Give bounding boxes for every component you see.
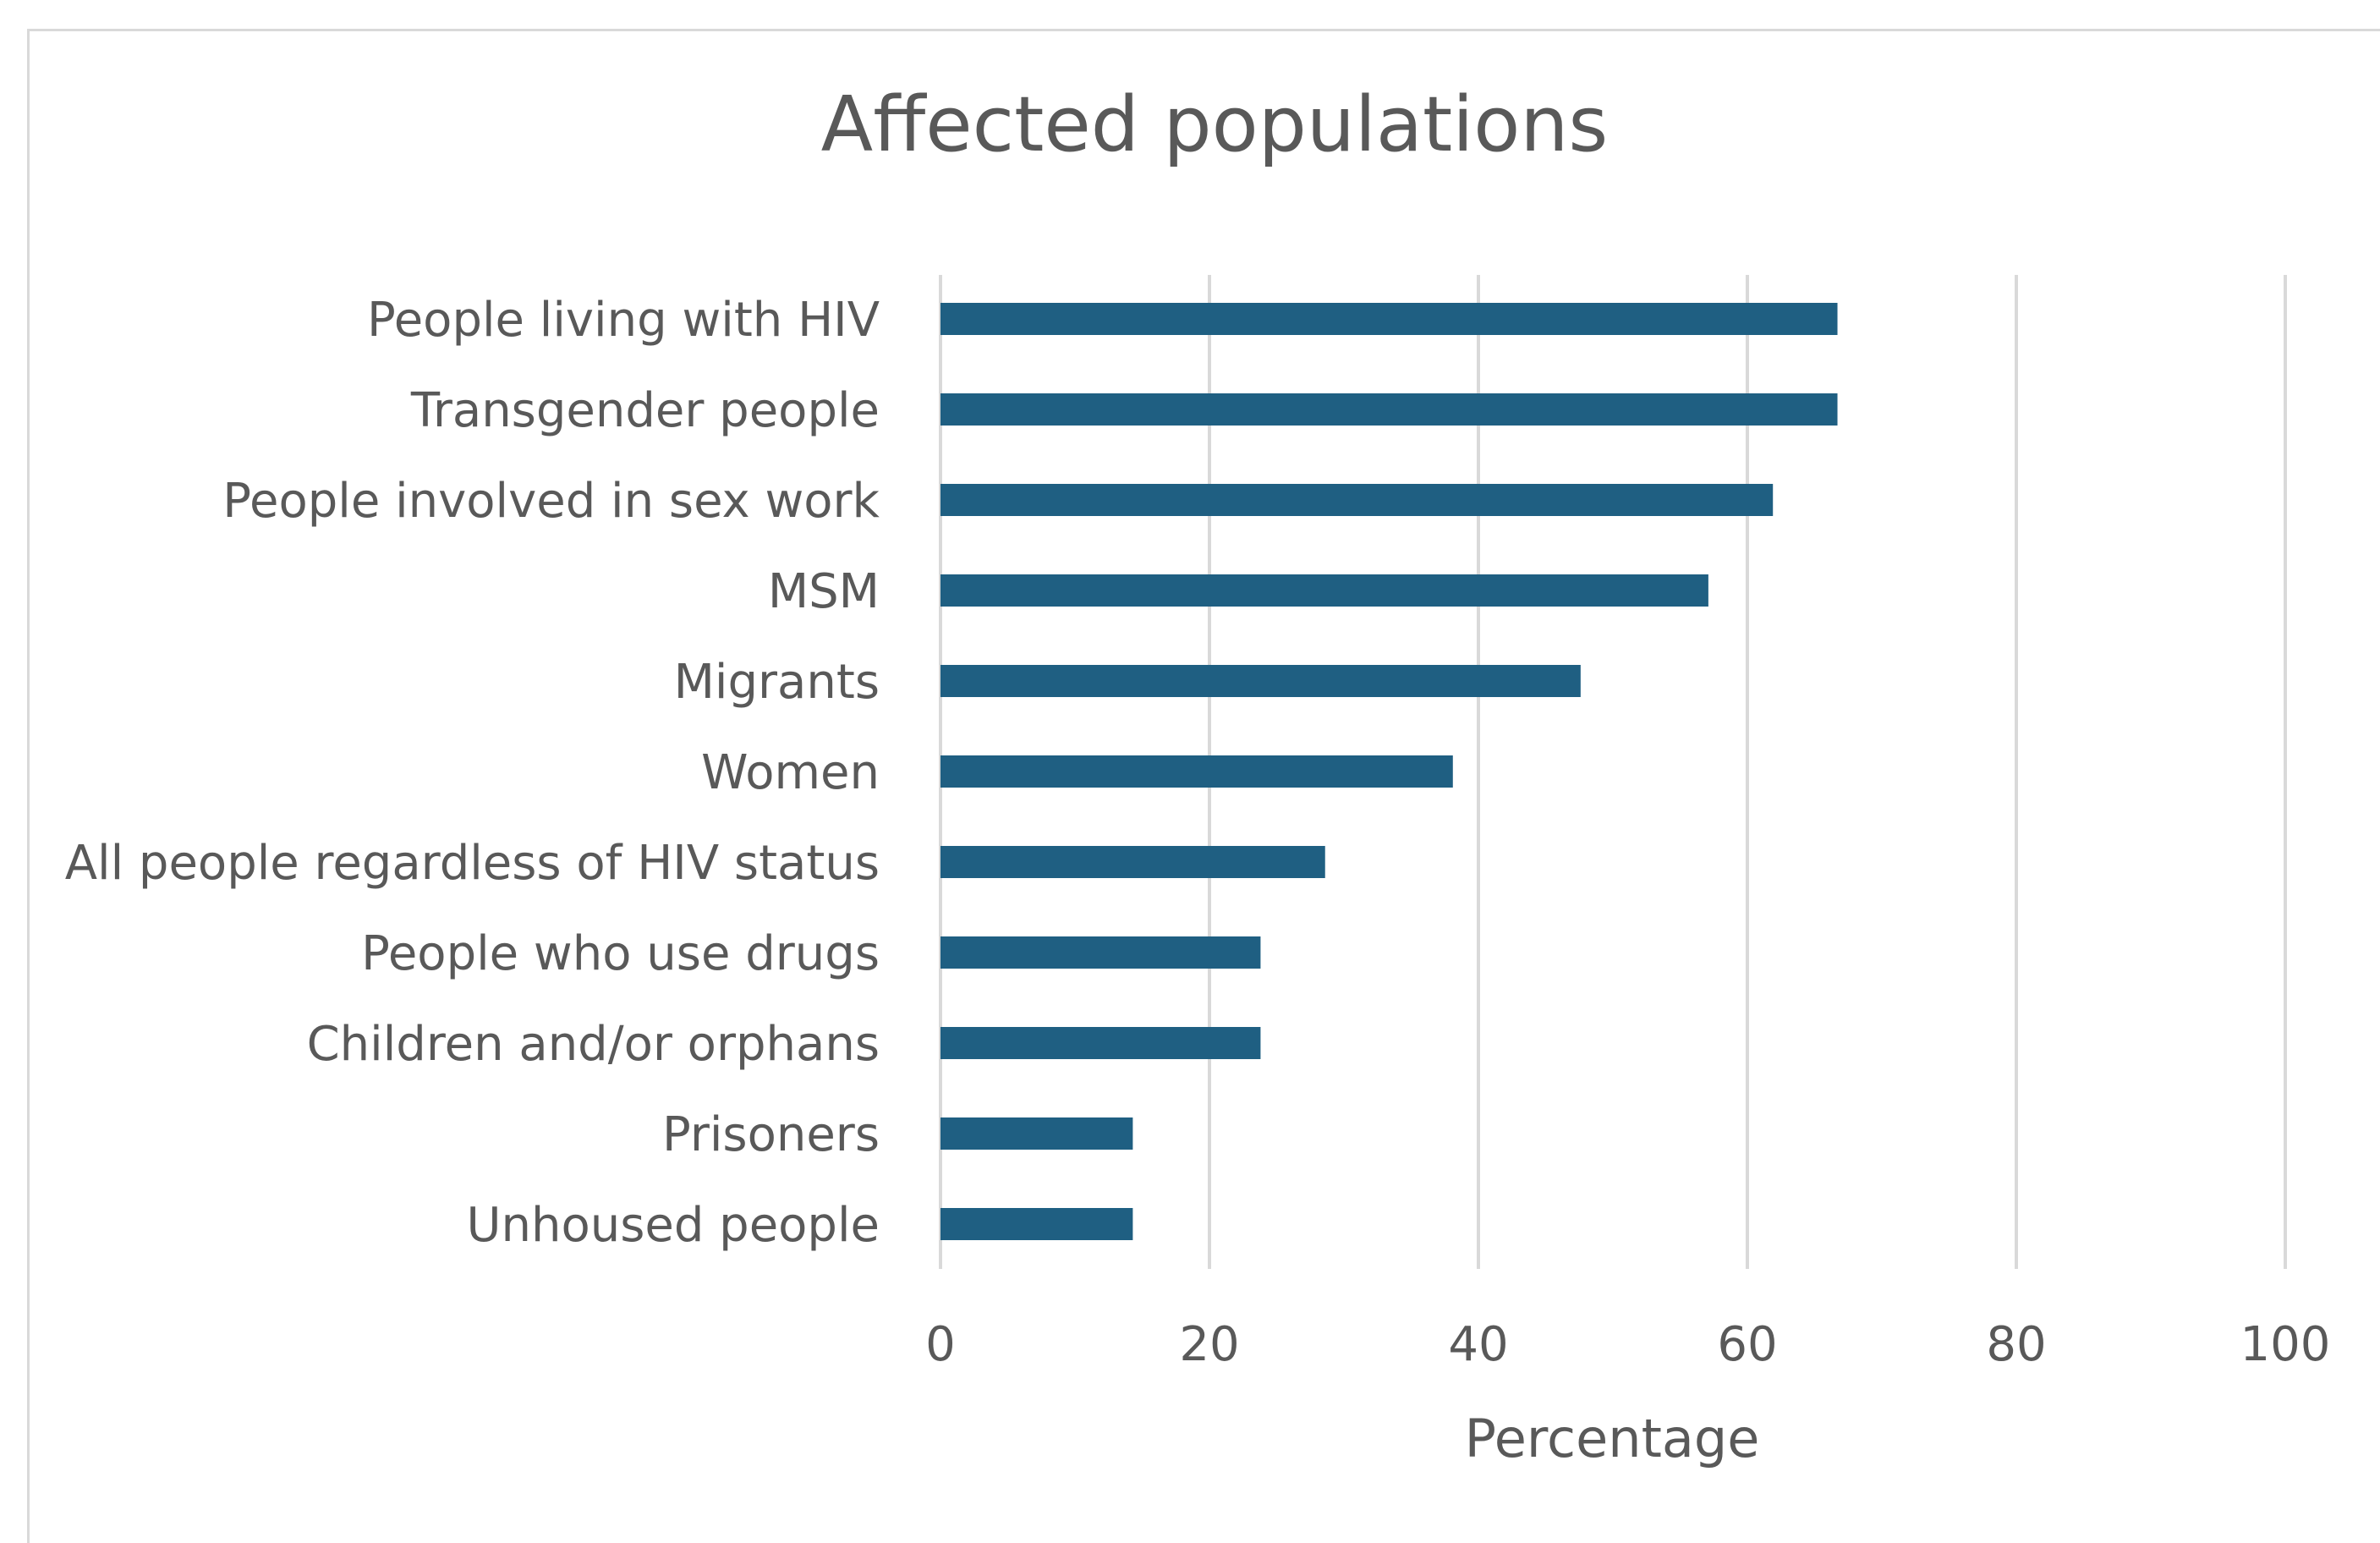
bar bbox=[940, 665, 1581, 697]
bar bbox=[940, 755, 1453, 788]
x-axis-title: Percentage bbox=[1465, 1408, 1760, 1469]
x-tick-labels: 0 20 40 60 80 100 bbox=[925, 1317, 2330, 1372]
x-tick-label: 20 bbox=[1179, 1317, 1239, 1372]
bar bbox=[940, 574, 1708, 607]
bar bbox=[940, 1117, 1133, 1150]
bar bbox=[940, 393, 1838, 426]
category-label: People involved in sex work bbox=[222, 474, 880, 529]
category-label: Children and/or orphans bbox=[307, 1017, 880, 1072]
category-label: MSM bbox=[768, 564, 880, 619]
bar bbox=[940, 846, 1325, 878]
bar bbox=[940, 1208, 1133, 1240]
category-label: People who use drugs bbox=[361, 926, 880, 981]
category-label: People living with HIV bbox=[367, 293, 880, 348]
x-tick-label: 40 bbox=[1448, 1317, 1508, 1372]
category-label: Prisoners bbox=[662, 1107, 880, 1162]
category-label: Transgender people bbox=[410, 383, 880, 438]
category-label: Migrants bbox=[674, 655, 880, 710]
bar bbox=[940, 484, 1774, 516]
bar bbox=[940, 303, 1838, 335]
category-label: Unhoused people bbox=[466, 1198, 880, 1253]
category-label: Women bbox=[701, 745, 880, 800]
chart-title: Affected populations bbox=[820, 80, 1609, 169]
x-tick-label: 60 bbox=[1717, 1317, 1777, 1372]
bars bbox=[940, 303, 1838, 1240]
x-tick-label: 0 bbox=[925, 1317, 956, 1372]
bar bbox=[940, 1027, 1261, 1059]
category-label: All people regardless of HIV status bbox=[65, 836, 880, 891]
x-tick-label: 100 bbox=[2240, 1317, 2331, 1372]
category-labels: People living with HIV Transgender people… bbox=[65, 293, 880, 1253]
bar bbox=[940, 936, 1261, 969]
x-tick-label: 80 bbox=[1986, 1317, 2046, 1372]
